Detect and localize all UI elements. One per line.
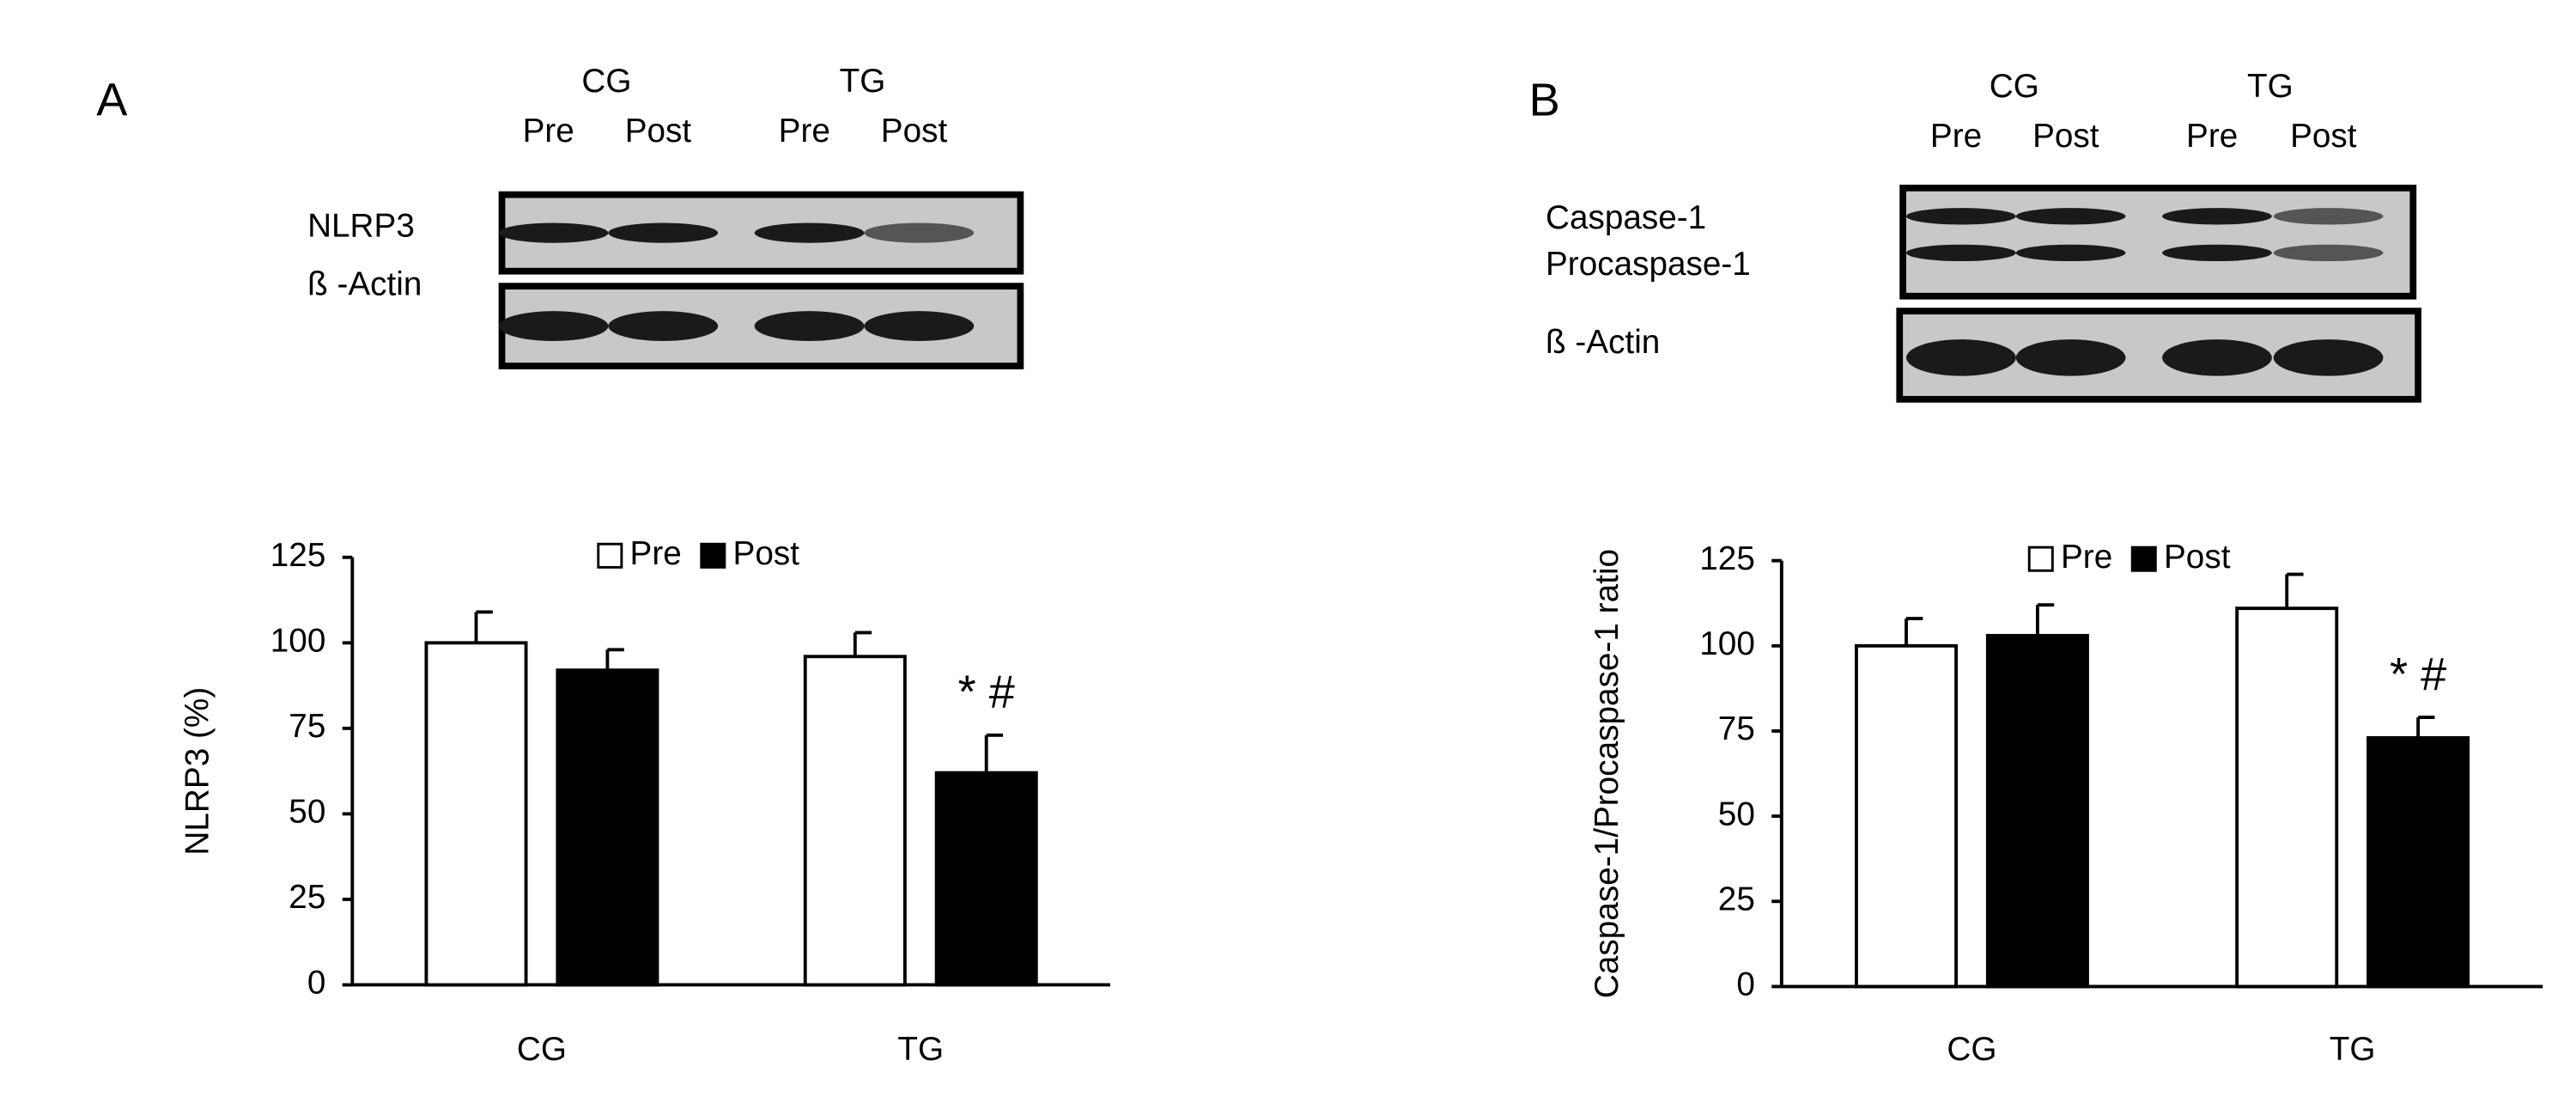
blot-lane-label: Post (625, 113, 692, 149)
y-tick-label: 0 (1736, 966, 1755, 1003)
y-tick-label: 100 (270, 623, 326, 660)
blot-band (864, 311, 975, 342)
blot-band-label: Caspase-1 (1546, 199, 1706, 236)
blot-band (864, 222, 975, 243)
blot-band-label: ß -Actin (1546, 324, 1660, 361)
blot-band (498, 311, 609, 342)
blot-band (2015, 208, 2126, 225)
blot-lane-label: Pre (523, 113, 574, 149)
blot-band (2273, 244, 2384, 262)
blot-band (754, 222, 865, 243)
legend-swatch (2027, 545, 2054, 572)
blot-band-label: ß -Actin (307, 265, 422, 302)
blot-frame (1899, 184, 2417, 300)
blot-group-label: CG (1990, 68, 2039, 105)
y-tick-label: 75 (289, 708, 325, 745)
blot-band (2162, 339, 2272, 376)
blot-lane-label: Pre (779, 113, 830, 149)
blot-band (754, 311, 865, 342)
y-tick-label: 100 (1699, 625, 1755, 662)
y-tick-label: 50 (289, 794, 325, 831)
blot-lane-label: Post (881, 113, 948, 149)
blot-band (608, 222, 719, 243)
panel-label: B (1529, 74, 1560, 125)
blot-band-label: Procaspase-1 (1546, 246, 1751, 283)
blot-group-label: TG (2247, 68, 2293, 105)
legend-label: Pre (2061, 539, 2112, 576)
bar (1855, 643, 1958, 989)
x-tick-label: CG (517, 1031, 567, 1068)
blot-band (2015, 339, 2126, 376)
blot-group-label: TG (840, 63, 886, 100)
blot-group-label: CG (581, 63, 631, 100)
blot-band (2273, 339, 2384, 376)
bar (1985, 633, 2089, 989)
panel-label: A (96, 74, 128, 125)
y-tick-label: 125 (270, 537, 326, 574)
blot-band (1906, 244, 2016, 262)
y-axis-label: Caspase-1/Procaspase-1 ratio (1589, 549, 1625, 998)
blot-band (498, 222, 609, 243)
bar (556, 668, 659, 987)
legend-swatch (2130, 545, 2157, 572)
legend-label: Post (733, 535, 800, 572)
y-tick-label: 25 (1718, 881, 1755, 918)
legend-label: Post (2164, 539, 2231, 576)
blot-lane-label: Post (2290, 118, 2357, 155)
blot-band (2015, 244, 2126, 262)
blot-band (2273, 208, 2384, 225)
blot-band (608, 311, 719, 342)
blot-band (1906, 339, 2016, 376)
blot-lane-label: Pre (1930, 118, 1982, 155)
y-tick-label: 125 (1699, 540, 1755, 577)
legend-label: Pre (630, 535, 682, 572)
blot-band (1906, 208, 2016, 225)
blot-band (2162, 244, 2272, 262)
bar (934, 771, 1038, 987)
x-tick-label: TG (2330, 1031, 2376, 1068)
annotation: * # (2390, 649, 2446, 700)
x-tick-label: TG (897, 1031, 944, 1068)
y-tick-label: 50 (1718, 795, 1755, 832)
blot-band (2162, 208, 2272, 225)
bar (803, 655, 907, 987)
y-tick-label: 0 (307, 965, 326, 1002)
blot-band-label: NLRP3 (307, 208, 415, 245)
blot-lane-label: Pre (2186, 118, 2238, 155)
y-axis-label: NLRP3 (%) (179, 687, 216, 856)
annotation: * # (958, 667, 1015, 718)
blot-lane-label: Post (2032, 118, 2099, 155)
legend-swatch (700, 542, 726, 569)
y-tick-label: 75 (1718, 710, 1755, 747)
bar (2235, 606, 2339, 989)
x-tick-label: CG (1947, 1031, 1996, 1068)
bar (2366, 735, 2470, 989)
y-tick-label: 25 (289, 879, 325, 916)
bar (424, 641, 528, 987)
legend-swatch (597, 542, 623, 569)
